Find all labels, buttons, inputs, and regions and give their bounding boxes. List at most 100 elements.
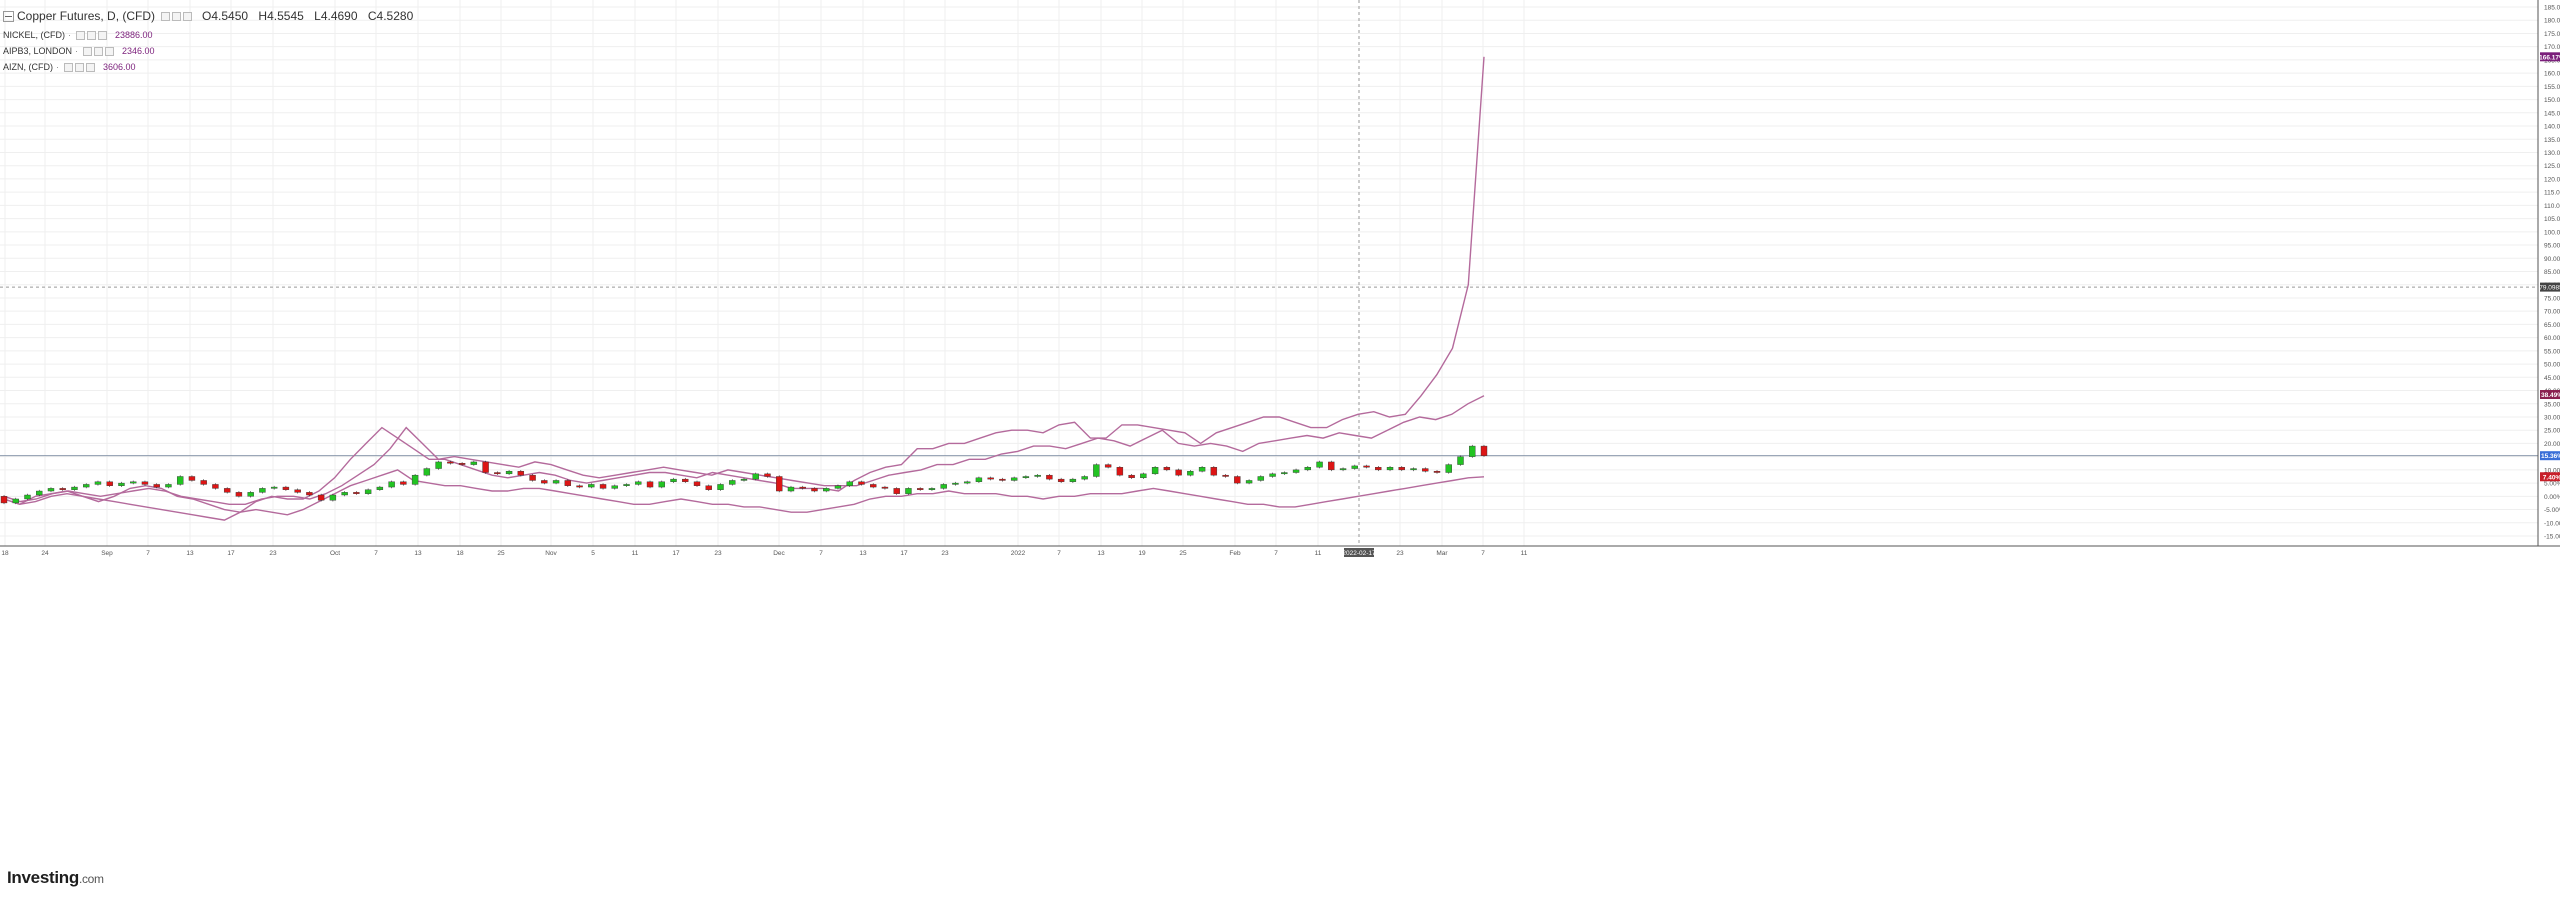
candle (94, 481, 102, 485)
settings-icon[interactable] (161, 11, 171, 21)
close-icon[interactable] (183, 11, 193, 21)
dropdown-icon[interactable]: · (56, 62, 59, 72)
series-line (3, 395, 1485, 505)
y-tick-label: 0.00% (2544, 494, 2560, 501)
x-tick-label: 13 (414, 550, 422, 557)
legend-series-value: 3606.00 (103, 62, 136, 72)
dropdown-icon[interactable]: · (68, 30, 72, 40)
settings-icon[interactable] (76, 30, 86, 40)
dropdown-icon[interactable]: · (75, 46, 79, 56)
candle (858, 481, 865, 485)
x-tick-label: 5 (591, 550, 595, 557)
candle (1069, 478, 1077, 482)
candle (1022, 476, 1030, 479)
settings-icon[interactable] (64, 62, 73, 72)
candle (1245, 480, 1253, 484)
candle (376, 486, 384, 490)
candle (870, 484, 877, 488)
y-tick-label: 185.00% (2544, 5, 2560, 12)
y-tick-label: 155.00% (2544, 84, 2560, 91)
y-tick-label: -10.00% (2544, 520, 2560, 527)
candle (1234, 476, 1241, 484)
legend-main-title: Copper Futures, D, (CFD) (17, 9, 156, 23)
candle (1163, 467, 1171, 471)
crosshair-date-badge (1344, 548, 1374, 557)
candle (928, 488, 936, 490)
candle (588, 484, 595, 488)
x-axis: 18 24 Sep 7 13 17 23 Oct 7 13 18 25 Nov 5 11 17 23 Dec 7 13… (0, 545, 2560, 557)
candle (188, 476, 196, 481)
candle (1410, 468, 1417, 471)
hide-icon[interactable] (75, 62, 84, 72)
legend-series-value: 2346.00 (122, 46, 155, 56)
x-tick-label: Nov (545, 550, 557, 557)
candle (611, 485, 618, 489)
candle (1292, 469, 1300, 473)
candle (247, 492, 254, 497)
y-tick-label: 160.00% (2544, 71, 2560, 78)
candle (1187, 470, 1194, 476)
candle (1316, 461, 1323, 468)
candle (212, 484, 219, 489)
candle (1269, 473, 1276, 477)
candle (705, 485, 712, 490)
logo-text: Investing (7, 868, 79, 887)
candle (1480, 445, 1488, 456)
candle (764, 473, 771, 477)
candle (435, 461, 442, 469)
candle (1375, 467, 1382, 471)
legend-high: H4.5545 (258, 9, 304, 23)
close-icon[interactable] (86, 62, 95, 72)
price-badge-text: 166.17% (2539, 54, 2560, 61)
y-tick-label: 150.00% (2544, 97, 2560, 104)
hide-icon[interactable] (94, 46, 104, 56)
candle (200, 480, 207, 485)
candle (893, 488, 900, 494)
legend-series-row: AIZN, (CFD) · 3606.00 (3, 59, 420, 75)
candle (130, 481, 137, 484)
legend-main-row: Copper Futures, D, (CFD) O4.5450 H4.5545… (3, 5, 420, 27)
candle (353, 492, 360, 494)
candle (59, 488, 66, 490)
candle (905, 488, 912, 494)
candle (1433, 470, 1441, 473)
candle (1010, 477, 1018, 481)
candle (176, 476, 184, 485)
close-icon[interactable] (98, 30, 108, 40)
crosshair-value-text: 79.0985 (2539, 285, 2560, 292)
price-badge (2540, 451, 2560, 461)
x-tick-label: 11 (1521, 550, 1528, 557)
settings-icon[interactable] (83, 46, 93, 56)
candle (294, 489, 301, 493)
candle (740, 478, 748, 481)
price-badge (2540, 52, 2560, 62)
candle (529, 474, 536, 481)
x-tick-label: 23 (941, 550, 949, 557)
collapse-icon[interactable] (3, 10, 14, 22)
x-tick-label: Oct (330, 550, 340, 557)
candle (1386, 467, 1394, 471)
candle (1057, 478, 1065, 482)
hide-icon[interactable] (172, 11, 182, 21)
candle (282, 486, 290, 490)
x-tick-label: 7 (374, 550, 378, 557)
candle (1210, 467, 1218, 476)
candle (235, 492, 243, 497)
candle (482, 461, 489, 473)
legend-series-row: NICKEL, (CFD) · 23886.00 (3, 27, 420, 43)
x-tick-label: 7 (1481, 550, 1485, 557)
close-icon[interactable] (105, 46, 115, 56)
candle (1093, 464, 1100, 477)
candle (165, 484, 172, 488)
x-tick-label: 7 (819, 550, 823, 557)
candle (682, 478, 689, 482)
x-tick-label: 13 (1097, 550, 1105, 557)
candle (787, 486, 795, 492)
hide-icon[interactable] (87, 30, 97, 40)
candle (987, 477, 994, 480)
candle (517, 470, 525, 476)
y-tick-label: 75.00% (2544, 295, 2560, 302)
candle (646, 481, 654, 488)
investing-logo[interactable]: Investing.com (7, 868, 104, 888)
